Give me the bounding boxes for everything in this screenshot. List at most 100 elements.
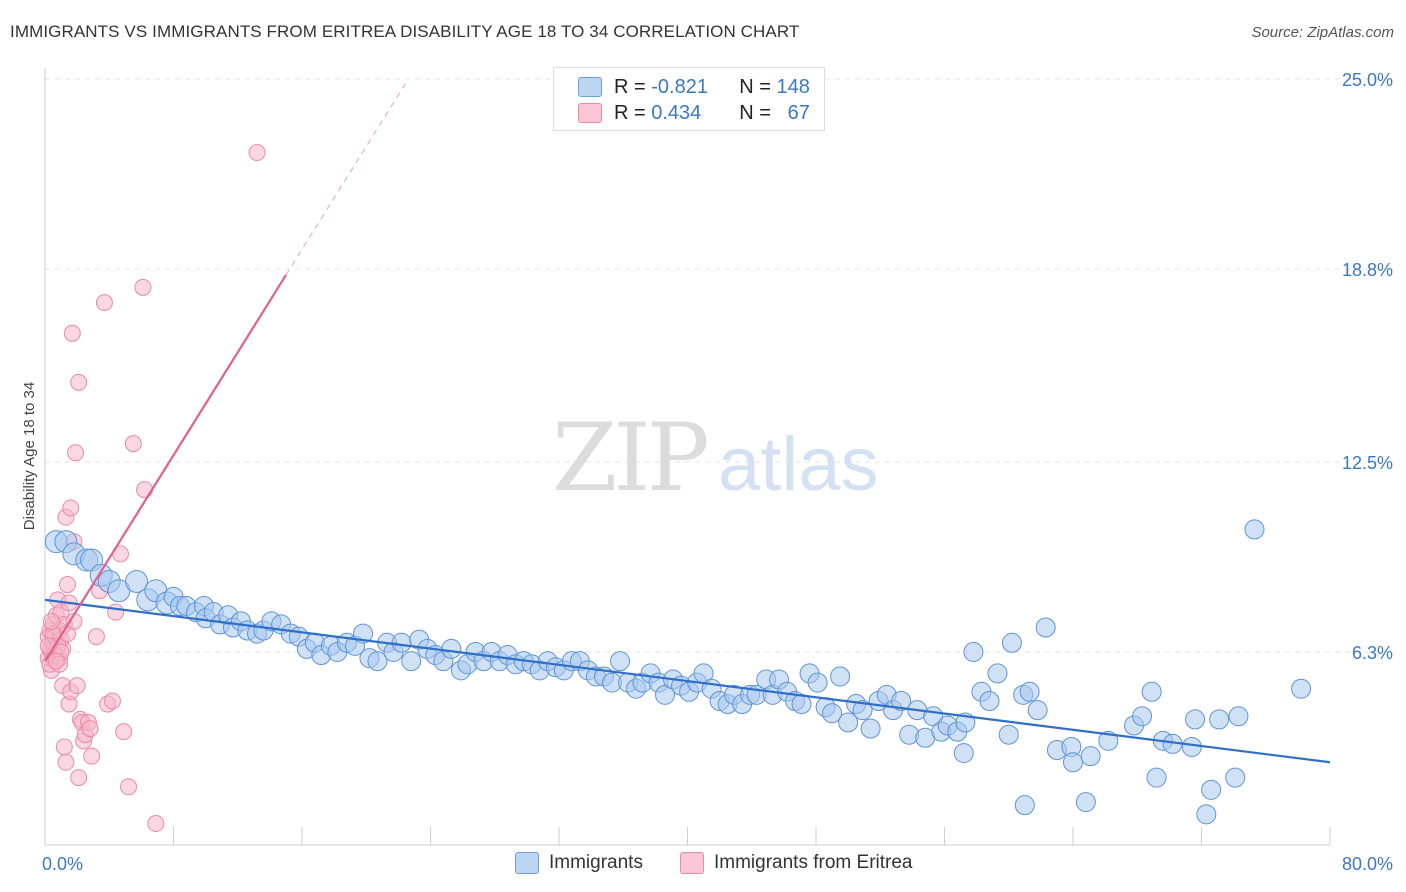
eritrea-trend-line — [44, 274, 287, 662]
immigrants-point — [838, 712, 859, 733]
eritrea-point — [62, 499, 80, 517]
chart-title: IMMIGRANTS VS IMMIGRANTS FROM ERITREA DI… — [10, 22, 800, 41]
legend-r-value: 0.434 — [651, 101, 702, 124]
y-tick-label: 25.0% — [1342, 70, 1393, 90]
legend-n-label: N = — [739, 101, 771, 124]
source-label: Source: ZipAtlas.com — [1251, 24, 1394, 41]
immigrants-point — [441, 638, 462, 659]
eritrea-point — [58, 576, 76, 594]
immigrants-point — [891, 690, 912, 711]
immigrants-trend-line — [44, 598, 1331, 764]
eritrea-point — [136, 481, 154, 499]
eritrea-point — [67, 444, 85, 462]
y-tick-label: 12.5% — [1342, 453, 1393, 473]
eritrea-point — [81, 720, 99, 738]
axes — [44, 68, 1331, 846]
watermark-atlas: atlas — [718, 422, 879, 507]
immigrants-point — [852, 700, 873, 721]
eritrea-point — [87, 628, 105, 646]
legend-swatch-pink — [680, 852, 704, 874]
immigrants-point — [1035, 617, 1056, 638]
correlation-legend: R = -0.821 N = 148 R = 0.434 N = 67 — [553, 67, 825, 131]
grid-lines — [45, 78, 1395, 653]
immigrants-point — [1098, 730, 1119, 751]
x-tick-label: 0.0% — [42, 854, 83, 874]
legend-item-eritrea: Immigrants from Eritrea — [680, 852, 912, 874]
eritrea-point — [120, 778, 138, 796]
immigrants-point — [1146, 767, 1167, 788]
immigrants-point — [1001, 632, 1022, 653]
legend-swatch-pink — [578, 103, 602, 123]
y-axis-label: Disability Age 18 to 34 — [21, 382, 38, 530]
immigrants-point — [353, 623, 374, 644]
immigrants-point — [1019, 681, 1040, 702]
tick-labels: 6.3% 12.5% 18.8% 25.0% 0.0% 80.0% — [42, 70, 1393, 874]
legend-n-value: 148 — [776, 75, 810, 98]
immigrants-point — [998, 724, 1019, 745]
immigrants-point — [610, 651, 631, 672]
immigrants-point — [1244, 519, 1265, 540]
immigrants-point — [953, 743, 974, 764]
eritrea-point — [248, 144, 266, 162]
series-legend: Immigrants Immigrants from Eritrea — [0, 850, 1406, 880]
legend-n-label: N = — [739, 75, 771, 98]
legend-n-value: 67 — [787, 101, 810, 124]
eritrea-point — [47, 652, 65, 670]
eritrea-point — [95, 294, 113, 312]
immigrants-point — [401, 651, 422, 672]
legend-swatch-blue — [515, 852, 539, 874]
legend-swatch-blue — [578, 77, 602, 97]
eritrea-point — [147, 815, 165, 833]
y-tick-label: 18.8% — [1342, 260, 1393, 280]
eritrea-point — [70, 769, 88, 787]
legend-r-label: R = — [614, 75, 646, 98]
eritrea-point — [70, 373, 88, 391]
trend-lines — [44, 81, 1331, 764]
immigrants-point — [830, 666, 851, 687]
immigrants-point — [125, 569, 149, 593]
legend-r-label: R = — [614, 101, 646, 124]
immigrants-point — [1014, 795, 1035, 816]
immigrants-point — [1063, 752, 1083, 773]
y-tick-label: 6.3% — [1352, 643, 1393, 663]
immigrants-point — [1075, 792, 1096, 813]
immigrants-point — [1291, 678, 1312, 699]
watermark: ZIP atlas — [552, 404, 879, 513]
immigrants-point — [963, 641, 984, 662]
x-tick-label: 80.0% — [1342, 854, 1393, 874]
immigrants-point — [987, 663, 1008, 684]
legend-item-immigrants: Immigrants — [515, 852, 643, 874]
immigrants-point — [1225, 767, 1246, 788]
immigrants-point — [1196, 804, 1217, 825]
legend-row-immigrants: R = -0.821 N = 148 — [578, 74, 810, 100]
immigrants-point — [1027, 700, 1048, 721]
legend-r-value: -0.821 — [651, 75, 708, 98]
watermark-zip: ZIP — [552, 404, 706, 513]
immigrants-point — [1201, 779, 1222, 800]
immigrants-point — [1228, 706, 1249, 727]
legend-label-immigrants: Immigrants — [549, 852, 643, 873]
immigrants-point — [1181, 736, 1202, 757]
eritrea-point — [103, 692, 121, 710]
eritrea-point — [134, 278, 152, 296]
immigrants-point — [860, 718, 881, 739]
immigrants-point — [979, 690, 1000, 711]
legend-row-eritrea: R = 0.434 N = 67 — [578, 100, 810, 126]
immigrants-point — [807, 672, 828, 693]
legend-label-eritrea: Immigrants from Eritrea — [714, 852, 913, 873]
eritrea-point — [42, 612, 60, 630]
eritrea-point — [63, 324, 81, 342]
immigrants-point — [822, 703, 843, 724]
immigrants-points — [44, 519, 1312, 825]
eritrea-trend-extension — [285, 81, 407, 276]
eritrea-points — [39, 144, 266, 833]
eritrea-point — [57, 753, 75, 771]
immigrants-point — [1141, 681, 1162, 702]
immigrants-point — [391, 632, 412, 653]
immigrants-point — [1209, 709, 1230, 730]
immigrants-point — [1185, 709, 1206, 730]
immigrants-point — [367, 651, 388, 672]
eritrea-point — [115, 723, 133, 741]
eritrea-point — [68, 677, 86, 695]
